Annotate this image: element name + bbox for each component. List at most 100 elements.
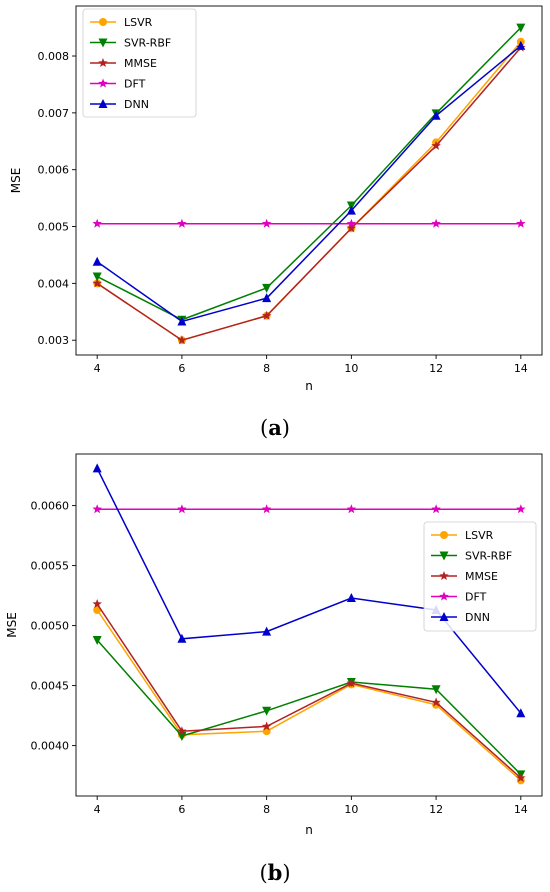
data-point (92, 504, 102, 514)
data-point (262, 293, 272, 303)
x-axis-label: n (305, 379, 313, 393)
y-tick-label: 0.0060 (31, 500, 70, 513)
data-point (177, 504, 187, 514)
y-tick-label: 0.0040 (31, 740, 70, 753)
series-dft (92, 218, 526, 228)
y-tick-label: 0.0055 (31, 560, 70, 573)
y-tick-label: 0.005 (38, 221, 70, 234)
data-point (346, 218, 357, 228)
legend-marker (98, 38, 108, 48)
caption-open: ( (259, 861, 267, 885)
data-point (92, 256, 102, 266)
legend-item: MMSE (90, 57, 157, 70)
data-point (177, 316, 187, 326)
data-point (431, 218, 441, 228)
legend-label: SVR-RBF (124, 37, 171, 50)
caption-open: ( (260, 416, 268, 440)
legend-marker (439, 571, 449, 581)
series-dft (92, 504, 526, 514)
data-point (516, 40, 526, 50)
y-tick-label: 0.003 (38, 334, 70, 347)
y-axis-label: MSE (5, 612, 19, 638)
data-point (92, 272, 102, 282)
legend-label: SVR-RBF (465, 550, 512, 563)
data-point (92, 218, 102, 228)
data-point (177, 218, 187, 228)
legend-marker (440, 531, 448, 539)
x-tick-label: 12 (429, 803, 443, 816)
series-dnn (92, 40, 526, 326)
panel-caption: (a) (260, 415, 290, 440)
data-point (516, 23, 526, 33)
data-point (261, 218, 272, 228)
x-tick-label: 6 (178, 362, 185, 375)
legend-item: LSVR (90, 16, 153, 29)
x-tick-label: 14 (514, 362, 528, 375)
data-point (177, 726, 187, 736)
data-point (262, 626, 272, 636)
y-axis-label: MSE (9, 168, 23, 194)
y-tick-label: 0.006 (38, 164, 70, 177)
caption-close: ) (282, 861, 290, 885)
legend-item: DNN (90, 98, 149, 111)
data-point (262, 706, 272, 716)
y-tick-label: 0.004 (38, 277, 70, 290)
data-point (92, 278, 102, 288)
data-point (92, 463, 102, 473)
legend-item: SVR-RBF (90, 37, 171, 50)
series-line (96, 45, 522, 323)
data-point (177, 335, 187, 345)
chart-panel-a: 4 6 8 10 12 14 0.003 0.004 0.005 0.006 0.007 0.008 n… (9, 5, 543, 440)
series-mmse (92, 599, 526, 783)
data-point (431, 685, 441, 695)
data-point (262, 283, 272, 293)
legend-marker (98, 58, 108, 68)
legend-item: DNN (431, 611, 490, 624)
series-line (96, 27, 522, 321)
data-point (92, 636, 102, 645)
legend: LSVR SVR-RBF MMSE DFT DNN (82, 8, 197, 118)
data-point (177, 633, 187, 643)
legend-item: MMSE (431, 570, 498, 583)
x-tick-label: 12 (429, 362, 443, 375)
data-point (261, 504, 272, 514)
legend-item: LSVR (431, 529, 494, 542)
data-point (516, 708, 526, 718)
data-point (516, 504, 526, 514)
data-point (431, 140, 441, 150)
legend-marker (439, 551, 449, 561)
legend-label: MMSE (465, 570, 498, 583)
legend-label: DNN (465, 611, 490, 624)
legend-marker (99, 18, 107, 26)
x-tick-label: 6 (178, 803, 185, 816)
legend-item: DFT (90, 78, 146, 91)
x-tick-label: 8 (263, 803, 270, 816)
y-tick-label: 0.008 (38, 50, 70, 63)
data-point (92, 599, 102, 609)
legend-label: DNN (124, 98, 149, 111)
series-line (96, 639, 522, 775)
data-point (431, 504, 441, 514)
data-point (346, 223, 357, 233)
y-tick-label: 0.0050 (31, 620, 70, 633)
legend-marker (98, 99, 108, 108)
x-tick-label: 14 (514, 803, 528, 816)
legend-item: DFT (431, 591, 487, 604)
legend-marker (439, 612, 449, 621)
data-point (346, 678, 357, 688)
legend-label: DFT (465, 591, 487, 604)
legend: LSVR SVR-RBF MMSE DFT DNN (423, 521, 537, 632)
legend-label: LSVR (465, 529, 494, 542)
x-tick-label: 10 (344, 803, 358, 816)
legend-label: MMSE (124, 57, 157, 70)
data-point (346, 205, 356, 215)
caption-close: ) (282, 416, 290, 440)
legend-item: SVR-RBF (431, 550, 512, 563)
data-point (346, 504, 357, 514)
chart-panel-b: 4 6 8 10 12 14 0.0040 0.0045 0.0050 0.0055 0.0060 n… (5, 453, 543, 885)
panel-caption: (b) (259, 860, 290, 885)
data-point (516, 218, 526, 228)
legend-box (423, 521, 537, 632)
y-tick-label: 0.0045 (31, 680, 70, 693)
y-tick-label: 0.007 (38, 107, 70, 120)
